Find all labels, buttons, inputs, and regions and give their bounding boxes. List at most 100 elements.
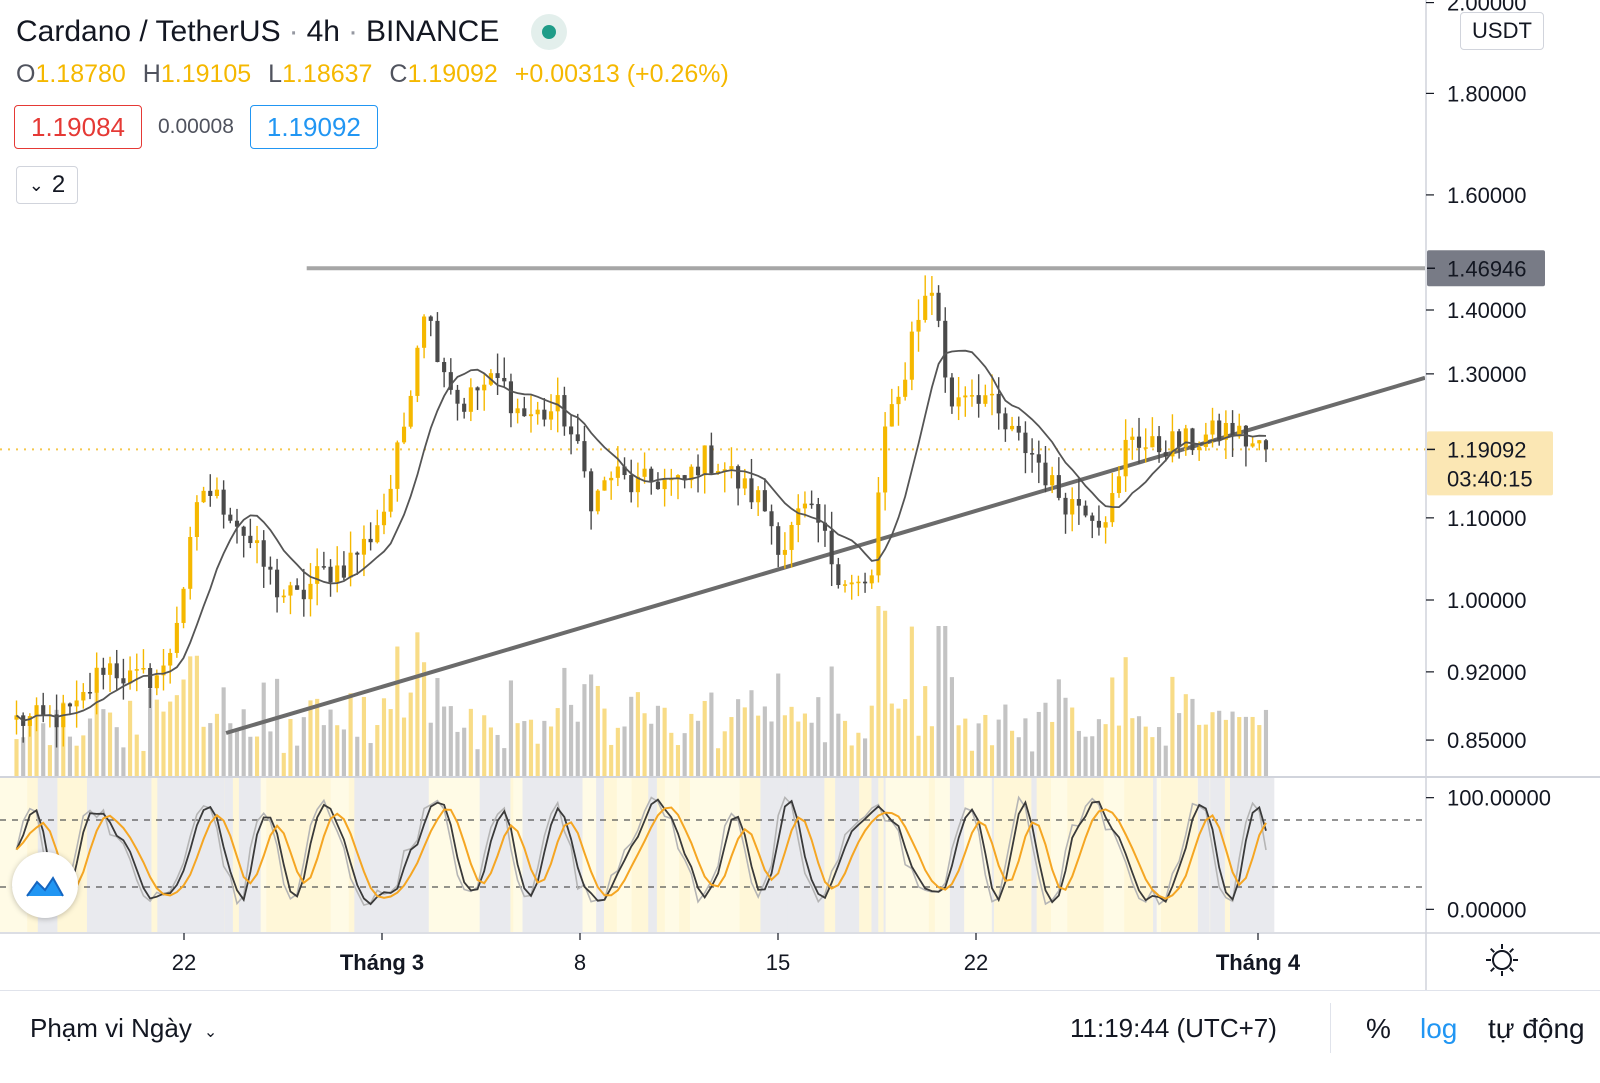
volume-bar [14, 739, 19, 776]
volume-bar [1090, 736, 1095, 776]
volume-bar [241, 709, 246, 776]
interval[interactable]: 4h [306, 15, 340, 48]
candle-body [542, 409, 547, 420]
candle-body [1070, 499, 1075, 515]
candle-body [969, 395, 975, 397]
volume-bar [41, 723, 46, 776]
indicators-collapse-button[interactable]: ⌄ 2 [16, 166, 78, 204]
time-tick-label: 8 [574, 950, 586, 975]
volume-bar [488, 727, 493, 776]
volume-bar [361, 696, 367, 776]
candle-body [34, 705, 39, 717]
candle-body [1203, 434, 1208, 447]
volume-bar [1223, 719, 1228, 776]
gear-icon[interactable] [1484, 942, 1520, 978]
candle-body [522, 408, 527, 417]
volume-bar [609, 744, 614, 776]
volume-bar [1130, 718, 1135, 776]
candle-body [682, 475, 687, 481]
volume-bar [1123, 657, 1128, 776]
volume-bar [756, 715, 761, 776]
candle-body [675, 475, 681, 479]
log-scale-button[interactable]: log [1420, 1013, 1458, 1044]
volume-bar [1016, 737, 1021, 776]
volume-bar [548, 726, 554, 776]
volume-bar [114, 727, 119, 776]
sell-price-button[interactable]: 1.19084 [14, 105, 142, 149]
osc-band [157, 778, 194, 932]
volume-bar [562, 667, 567, 776]
candle-body [428, 316, 433, 321]
candle-body [234, 520, 240, 527]
time-tick-label: 15 [766, 950, 790, 975]
percent-scale-button[interactable]: % [1366, 1013, 1391, 1044]
volume-bar [1063, 697, 1068, 776]
candle-body [208, 490, 213, 496]
candle-body [295, 585, 300, 590]
candle-body [368, 538, 373, 543]
osc-band [839, 778, 849, 932]
market-status-indicator[interactable] [531, 14, 568, 50]
volume-bar [769, 721, 774, 776]
volume-bar [1156, 727, 1162, 776]
osc-band [949, 778, 965, 932]
candle-body [695, 466, 701, 476]
candle-body [214, 489, 220, 496]
candle-body [281, 595, 286, 598]
candle-body [94, 667, 99, 693]
volume-bar [675, 745, 681, 776]
volume-bar [1243, 716, 1248, 776]
volume-bar [381, 698, 387, 776]
candle-body [1050, 475, 1055, 486]
volume-bar [909, 626, 914, 776]
candle-body [1036, 454, 1041, 463]
volume-bar [154, 699, 159, 776]
volume-bar [341, 729, 346, 776]
timezone-clock[interactable]: 11:19:44 (UTC+7) [1070, 1013, 1277, 1043]
candle-body [442, 362, 447, 373]
tradingview-logo-icon[interactable] [12, 852, 78, 918]
candle-body [1156, 436, 1162, 453]
candle-body [615, 466, 620, 478]
trend-lines[interactable] [0, 266, 1425, 735]
candle-body [141, 668, 146, 670]
last-price-label: 1.19092 [1447, 437, 1527, 462]
buy-price-button[interactable]: 1.19092 [249, 105, 378, 149]
candle-body [976, 395, 981, 404]
volume-bar [168, 701, 173, 776]
auto-scale-button[interactable]: tự động [1488, 1013, 1585, 1044]
volume-bar [1203, 724, 1208, 776]
candle-body [883, 426, 888, 493]
candle-body [589, 471, 594, 512]
price-axis[interactable]: 2.00000 1.80000 1.60000 1.40000 1.30000 1.100… [1426, 0, 1551, 922]
low-label: L [268, 60, 283, 88]
candle-body [923, 295, 928, 320]
volume-bar [642, 713, 647, 776]
volume-bar [448, 706, 453, 776]
change-value: +0.00313 (+0.26%) [514, 60, 729, 88]
candle-body [508, 381, 514, 414]
candle-body [989, 393, 995, 396]
date-range-button[interactable]: Phạm vi Ngày ⌄ [30, 1013, 217, 1044]
volume-bar [475, 749, 480, 776]
open-value: 1.18780 [35, 60, 126, 88]
candle-body [776, 526, 781, 555]
volume-bar [869, 705, 874, 776]
candle-body [188, 537, 193, 589]
volume-bar [174, 695, 179, 776]
volume-bar [321, 725, 326, 776]
candle-body [609, 477, 614, 481]
volume-bar [742, 707, 747, 776]
currency-button[interactable]: USDT [1460, 12, 1544, 50]
volume-bar [989, 745, 995, 776]
volume-bar [849, 745, 854, 776]
candle-body [836, 564, 841, 585]
symbol-name[interactable]: Cardano / TetherUS [16, 15, 281, 48]
price-tick-label: 1.60000 [1447, 183, 1527, 208]
time-axis[interactable]: 22 Tháng 3 8 15 22 Tháng 4 [172, 933, 1301, 975]
volume-bar [842, 720, 848, 776]
candle-body [1250, 443, 1255, 447]
candle-body [1163, 452, 1168, 457]
volume-bar [969, 750, 975, 776]
